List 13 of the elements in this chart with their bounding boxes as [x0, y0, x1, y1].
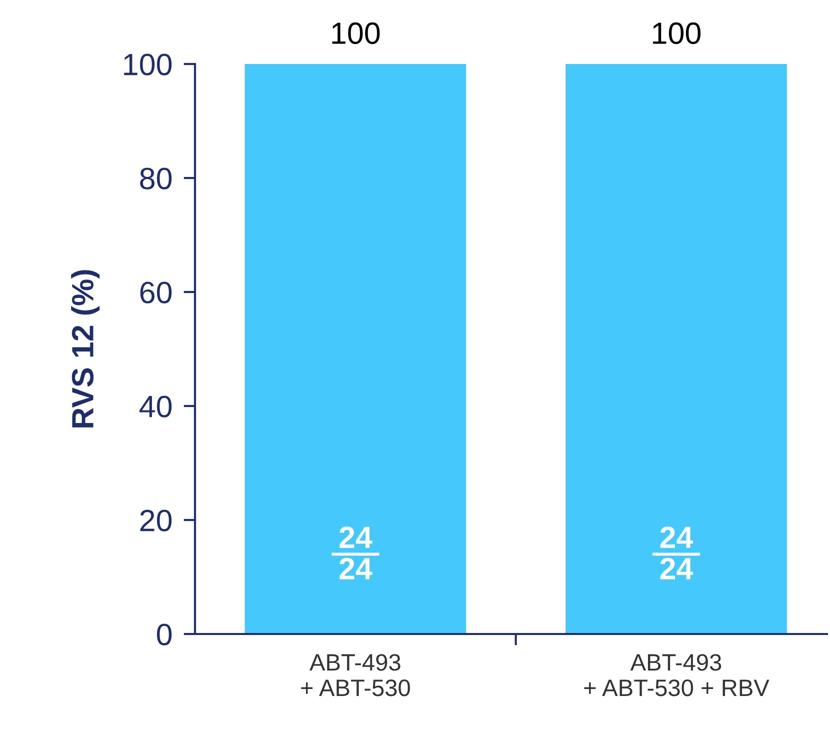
x-tick-label: ABT-493 + ABT-530	[301, 654, 410, 696]
data-label: 100	[332, 22, 380, 44]
annotation: 24 24	[339, 526, 372, 580]
y-tick-label: 40	[139, 396, 172, 418]
y-tick-label: 80	[140, 168, 172, 190]
y-tick-label: 0	[156, 624, 172, 646]
data-label: 100	[653, 22, 701, 44]
y-tick-label: 60	[140, 282, 172, 304]
y-axis-title: RVS 12 (%)	[71, 270, 100, 428]
y-tick-label: 20	[140, 510, 172, 532]
y-tick-label: 100	[124, 54, 172, 76]
annotation: 24 24	[660, 526, 694, 580]
x-tick-label: ABT-493 + ABT-530 + RBV	[584, 654, 770, 696]
